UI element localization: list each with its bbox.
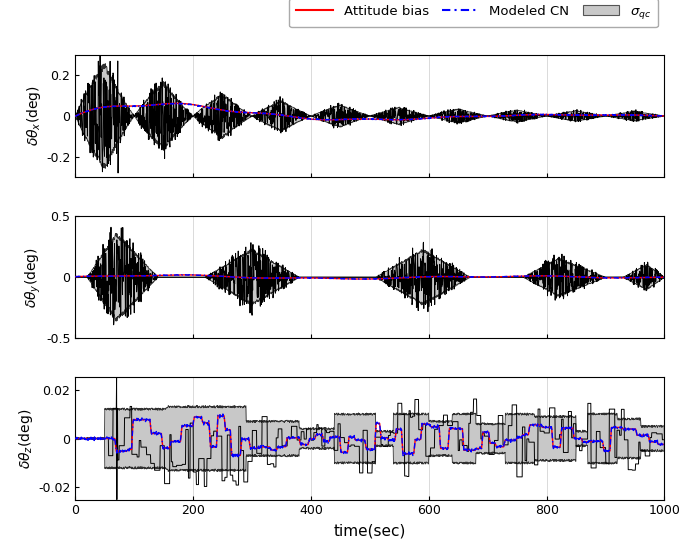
Legend: Attitude bias, Modeled CN, $\sigma_{qc}$: Attitude bias, Modeled CN, $\sigma_{qc}$	[289, 0, 658, 27]
Y-axis label: $\delta\theta_x$(deg): $\delta\theta_x$(deg)	[25, 86, 43, 147]
Y-axis label: $\delta\theta_y$(deg): $\delta\theta_y$(deg)	[24, 247, 43, 307]
Y-axis label: $\delta\theta_z$(deg): $\delta\theta_z$(deg)	[17, 408, 36, 469]
X-axis label: time(sec): time(sec)	[334, 523, 406, 538]
